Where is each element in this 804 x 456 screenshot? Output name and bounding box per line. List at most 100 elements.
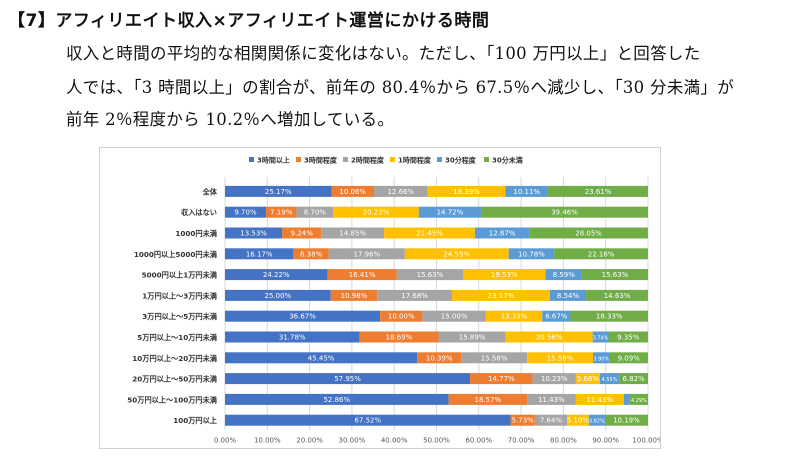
bar-segment xyxy=(608,331,649,343)
data-label: 15.00% xyxy=(441,313,468,321)
data-label: 8.70% xyxy=(304,209,327,217)
bar-segment xyxy=(359,331,439,343)
bar-segment xyxy=(527,352,594,364)
data-label: 14.85% xyxy=(339,230,366,238)
bar-segment xyxy=(225,373,471,385)
bar-segment xyxy=(599,373,620,385)
legend-label: 30分程度 xyxy=(445,156,477,165)
data-label: 25.00% xyxy=(265,292,292,300)
category-label: 3万円以上～5万円未満 xyxy=(142,312,218,321)
data-label: 15.58% xyxy=(481,354,508,362)
data-label: 10.78% xyxy=(518,250,545,258)
paragraph-line-2: 人では、「3 時間以上」の割合が、前年の 80.4％から 67.5％へ減少し、「… xyxy=(66,78,735,97)
bar-segment xyxy=(505,331,593,343)
data-label: 3.74% xyxy=(593,336,609,342)
data-label: 16.41% xyxy=(349,271,376,279)
data-label: 23.61% xyxy=(585,188,612,196)
category-label: 1000円以上5000円未満 xyxy=(134,250,218,259)
data-label: 16.17% xyxy=(246,250,273,258)
data-label: 57.95% xyxy=(334,375,361,383)
chart-svg: 0.00% 10.00% 20.00% 30.00% 40.00% 50.00% 60.00… xyxy=(127,156,660,445)
x-tick-label: 80.00% xyxy=(550,437,577,445)
bar-segment xyxy=(266,206,297,218)
legend-swatch xyxy=(343,157,348,162)
data-label: 10.98% xyxy=(341,292,368,300)
data-label: 15.89% xyxy=(459,334,486,342)
bar-segment xyxy=(619,373,648,385)
bar-segment xyxy=(593,352,610,364)
data-label: 4.29% xyxy=(631,398,647,404)
x-tick-label: 40.00% xyxy=(381,437,408,445)
bar-segment xyxy=(485,310,543,322)
bar-segment xyxy=(225,331,360,343)
bar-segment xyxy=(225,227,283,239)
x-tick-label: 60.00% xyxy=(465,437,492,445)
bar-segment xyxy=(328,248,405,260)
data-label: 20.23% xyxy=(363,209,390,217)
data-label: 3.90% xyxy=(593,356,609,362)
bar-segment xyxy=(505,185,549,197)
data-label: 31.78% xyxy=(279,334,306,342)
bar-segment xyxy=(451,289,550,301)
data-label: 36.67% xyxy=(289,313,316,321)
legend-swatch xyxy=(249,157,254,162)
bar-segment xyxy=(588,414,605,426)
category-label: 10万円以上～20万円未満 xyxy=(132,354,218,363)
bar-segment xyxy=(225,289,331,301)
data-label: 19.53% xyxy=(491,271,518,279)
bar-segment xyxy=(417,352,462,364)
category-label: 全体 xyxy=(202,187,218,196)
bar-segment xyxy=(374,185,428,197)
data-label: 12.87% xyxy=(489,230,516,238)
data-label: 8.54% xyxy=(557,292,580,300)
bar-segment xyxy=(545,269,582,281)
category-label: 5000円以上1万円未満 xyxy=(142,271,218,280)
data-label: 20.56% xyxy=(536,334,563,342)
data-label: 45.45% xyxy=(308,354,335,362)
data-label: 5.10% xyxy=(567,417,590,425)
data-label: 28.05% xyxy=(575,230,602,238)
x-tick-label: 20.00% xyxy=(296,437,323,445)
bar-segment xyxy=(225,310,381,322)
data-label: 18.39% xyxy=(453,188,480,196)
bar-segment xyxy=(575,393,624,405)
x-tick-label: 10.00% xyxy=(254,437,281,445)
data-label: 21.45% xyxy=(416,230,443,238)
legend-swatch xyxy=(296,157,301,162)
bar-segment xyxy=(548,185,648,197)
bar-segment xyxy=(567,414,589,426)
category-label: 100万円以上 xyxy=(173,416,217,425)
bar-segment xyxy=(418,206,482,218)
bar-segment xyxy=(510,414,535,426)
data-label: 14.72% xyxy=(437,209,464,217)
data-label: 10.06% xyxy=(339,188,366,196)
data-label: 22.16% xyxy=(588,250,615,258)
bar-segment xyxy=(609,352,648,364)
legend-label: 3時間程度 xyxy=(304,156,338,165)
bar-segment xyxy=(474,227,530,239)
data-label: 7.19% xyxy=(270,209,293,217)
bar-segment xyxy=(225,352,418,364)
legend-label: 1時間程度 xyxy=(398,156,432,165)
bar-segment xyxy=(629,393,649,405)
legend-label: 3時間以上 xyxy=(257,156,290,165)
data-label: 52.86% xyxy=(323,396,350,404)
legend-label: 30分未満 xyxy=(492,156,523,165)
bar-segment xyxy=(549,289,587,301)
legend-swatch xyxy=(484,157,489,162)
bar-segment xyxy=(586,289,648,301)
data-label: 12.66% xyxy=(387,188,414,196)
bar-segment xyxy=(527,393,576,405)
bar-segment xyxy=(293,248,329,260)
x-tick-label: 30.00% xyxy=(339,437,366,445)
bar-segment xyxy=(296,206,334,218)
x-tick-label: 0.00% xyxy=(214,437,237,445)
bar-segment xyxy=(380,310,423,322)
bar-segment xyxy=(327,269,397,281)
bar-segment xyxy=(554,248,648,260)
bar-segment xyxy=(225,206,267,218)
data-label: 17.68% xyxy=(401,292,428,300)
data-label: 9.24% xyxy=(291,230,314,238)
data-label: 67.52% xyxy=(354,417,381,425)
data-label: 7.64% xyxy=(540,417,563,425)
